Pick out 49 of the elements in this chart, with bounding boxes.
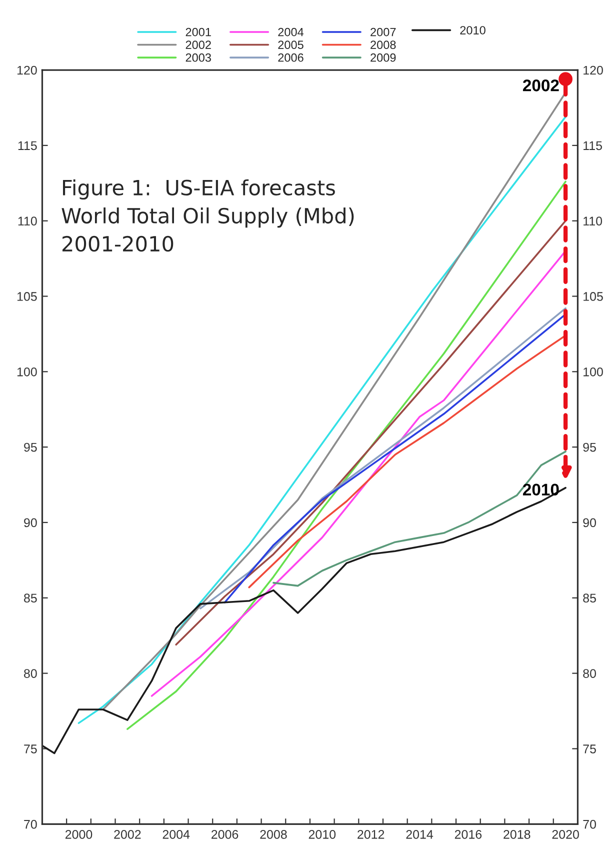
x-tick-label: 2006: [212, 830, 238, 839]
y-tick-label: 95: [24, 442, 37, 452]
x-tick-label: 2014: [406, 830, 434, 839]
annotation: 2010: [522, 484, 559, 496]
y2-tick-label: 115: [584, 141, 602, 150]
y2-tick-label: 90: [583, 518, 596, 528]
legend-label: 2005: [278, 40, 304, 50]
y2-tick-label: 110: [584, 216, 602, 226]
y-tick-label: 90: [24, 518, 37, 528]
x-tick-label: 2016: [454, 830, 482, 839]
legend-label: 2010: [460, 26, 486, 34]
legend-label: 2004: [278, 28, 304, 36]
y-tick-label: 85: [24, 594, 37, 603]
line-series: [272, 450, 566, 587]
y2-tick-label: 85: [583, 594, 596, 603]
y-tick-label: 75: [24, 744, 37, 754]
y2-tick-label: 75: [583, 744, 596, 754]
annotation: 2002: [522, 80, 559, 92]
y2-tick-label: 105: [584, 292, 603, 301]
line-series: [248, 334, 566, 588]
x-tick-label: 2010: [308, 830, 336, 839]
x-tick-label: 2018: [504, 830, 530, 839]
line-series: [150, 250, 566, 697]
y2-tick-label: 100: [584, 367, 603, 376]
legend-label: 2008: [370, 40, 396, 50]
x-tick-label: 2012: [358, 830, 384, 839]
legend-label: 2006: [278, 53, 304, 62]
x-tick-label: 2000: [65, 830, 92, 839]
legend-label: 2007: [370, 28, 396, 36]
y-tick-label: 80: [24, 669, 37, 678]
y2-tick-label: 95: [583, 442, 596, 452]
legend-label: 2001: [186, 28, 211, 36]
y-tick-label: 70: [24, 820, 37, 829]
x-tick-label: 2020: [552, 830, 579, 839]
x-tick-label: 2008: [260, 830, 287, 839]
y-tick-label: 115: [18, 141, 37, 150]
legend-label: 2003: [186, 53, 211, 62]
y-tick-label: 105: [17, 292, 37, 301]
y-tick-label: 120: [17, 66, 37, 75]
y-tick-label: 100: [17, 367, 37, 376]
y2-tick-label: 70: [583, 820, 596, 829]
text: Figure 1: US-EIA forecasts World Total Oil Supply (Mbd) 2001-2010: [62, 179, 354, 252]
y2-tick-label: 120: [584, 66, 603, 75]
legend-label: 2009: [370, 53, 396, 62]
y-tick-label: 110: [18, 216, 37, 226]
y2-tick-label: 80: [583, 669, 596, 678]
x-tick-label: 2002: [114, 830, 141, 839]
legend-label: 2002: [186, 40, 211, 50]
x-tick-label: 2004: [162, 830, 190, 839]
